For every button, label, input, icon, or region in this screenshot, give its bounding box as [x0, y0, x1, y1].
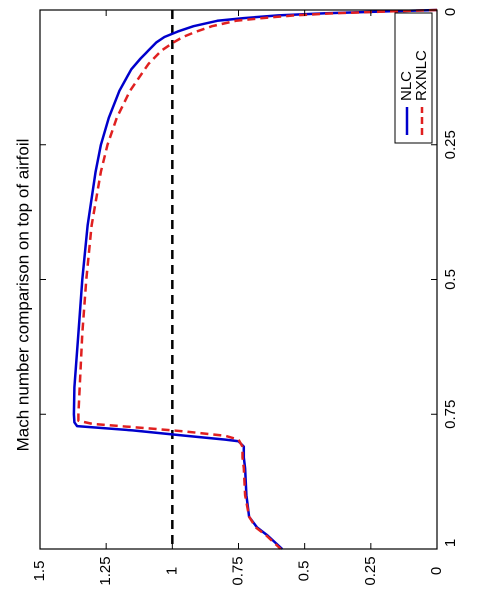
- y-tick-label: 0.75: [229, 556, 246, 585]
- legend-label-nlc: NLC: [398, 71, 415, 101]
- plot-frame: [39, 9, 438, 550]
- x-tick-label: 0: [442, 8, 459, 16]
- plot-area: [72, 8, 438, 550]
- chart-title: Mach number comparison on top of airfoil: [13, 139, 32, 452]
- y-tick-label: 1: [163, 567, 180, 575]
- y-tick-label: 0.5: [296, 561, 313, 582]
- axis-ticks: 0 0.25 0.5 0.75 1 1.25 1.5 0 0.25 0.5 0.75 1: [31, 8, 459, 586]
- y-tick-label: 1.5: [31, 561, 48, 582]
- x-tick-label: 0.5: [442, 269, 459, 290]
- legend-label-rxnlc: RXNLC: [413, 50, 430, 101]
- x-tick-label: 0.75: [442, 400, 459, 429]
- x-tick-label: 1: [442, 539, 459, 547]
- x-tick-label: 0.25: [442, 130, 459, 159]
- y-tick-label: 1.25: [97, 556, 114, 585]
- series-line-rxnlc: [77, 8, 438, 550]
- y-tick-label: 0.25: [362, 556, 379, 585]
- y-tick-label: 0: [428, 567, 445, 575]
- legend-box: [394, 12, 433, 144]
- series-line-nlc: [72, 8, 438, 550]
